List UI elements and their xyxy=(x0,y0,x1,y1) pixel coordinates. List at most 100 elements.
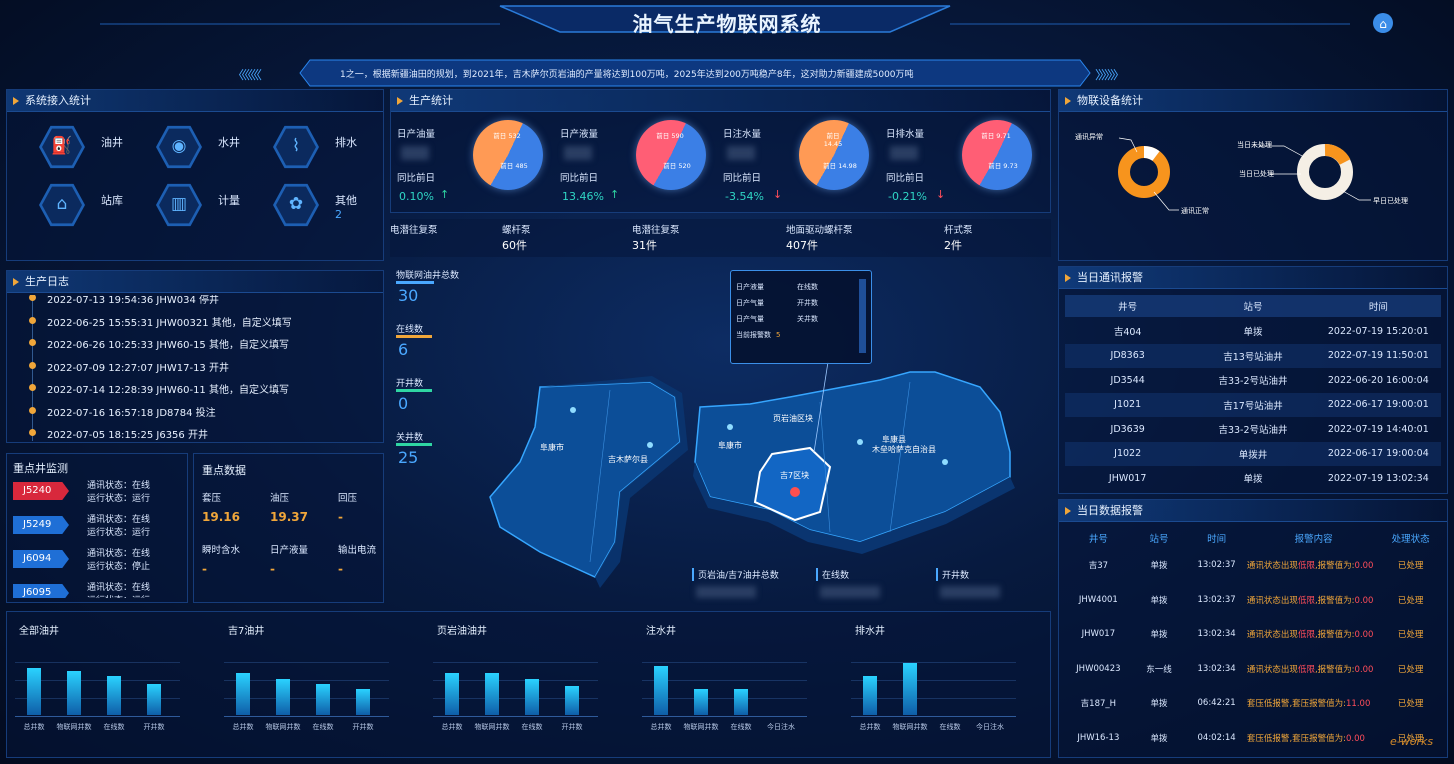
data-alarm-row[interactable]: JHW00423 东一线 13:02:34 通讯状态出现低限,报警值为:0.00 已处理 xyxy=(1065,654,1441,684)
bar xyxy=(903,663,917,715)
log-entry[interactable]: 2022-06-26 10:25:33 JHW60-15 其他，自定义填写 xyxy=(7,332,377,352)
bar-label: 开井数 xyxy=(561,723,583,731)
pie-bottom-label: 前日 520 xyxy=(663,162,691,170)
data-alarm-row[interactable]: 吉37 单拨 13:02:37 通讯状态出现低限,报警值为:0.00 已处理 xyxy=(1065,550,1441,580)
map-stat-label: 开井数 xyxy=(396,379,424,389)
access-water-well-tile[interactable]: ◉ xyxy=(156,125,202,169)
popup-metric-label: 当前报警数 xyxy=(736,331,771,339)
bar-label: 物联网井数 xyxy=(892,723,928,731)
chart-gridline xyxy=(224,698,389,699)
comm-alarm-row[interactable]: JD8363 吉13号站油井 2022-07-19 11:50:01 xyxy=(1065,343,1441,368)
production-change: -0.21% xyxy=(888,190,927,203)
chart-gridline xyxy=(851,662,1016,663)
access-label: 其他 xyxy=(335,194,357,207)
chart-gridline xyxy=(224,662,389,663)
map-popup[interactable]: 日产液量 日产气量 日产气量 当前报警数 5 在线数 开井数 关井数 xyxy=(730,270,872,364)
cell: 2022-06-17 19:00:01 xyxy=(1327,399,1429,410)
keydata-panel: 重点数据 套压 19.16 油压 19.37 回压 - 瞬时含水 - 日产液量 - 输出电流 - xyxy=(193,453,384,603)
log-entry[interactable]: 2022-06-25 15:55:31 JHW00321 其他，自定义填写 xyxy=(7,310,377,330)
data-alarm-row[interactable]: JHW16-13 单拨 04:02:14 套压低报警,套压报警值为:0.00 已处理 xyxy=(1065,723,1441,753)
production-label: 日注水量 xyxy=(723,129,762,140)
well-run-status: 运行状态：运行 xyxy=(87,593,150,598)
comm-alarm-row[interactable]: JD3544 吉33-2号站油井 2022-06-20 16:00:04 xyxy=(1065,368,1441,392)
data-alarm-row[interactable]: JHW017 单拨 13:02:34 通讯状态出现低限,报警值为:0.00 已处理 xyxy=(1065,619,1441,649)
chart-baseline xyxy=(642,716,807,717)
comm-alarm-row[interactable]: J1022 单拨井 2022-06-17 19:00:04 xyxy=(1065,441,1441,466)
bar-label: 开井数 xyxy=(143,723,165,731)
chart-title: 全部油井 xyxy=(19,626,59,637)
production-card: 日产油量 同比前日 0.10% ↑ 前日 532 前日 485 xyxy=(397,116,555,210)
data-alarm-table[interactable]: 井号 站号 时间 报警内容 处理状态 吉37 单拨 13:02:37 通讯状态出现低限,报警值为… xyxy=(1059,528,1447,756)
map-stat-bar xyxy=(396,443,432,446)
data-alarm-row[interactable]: 吉187_H 单拨 06:42:21 套压低报警,套压报警值为:11.00 已处理 xyxy=(1065,688,1441,718)
cell-station: 单拨 xyxy=(1150,630,1168,640)
keydata-value: 19.16 xyxy=(202,510,240,524)
iot-rings xyxy=(1118,137,1371,211)
alarm-valuetext: ,套压报警值为: xyxy=(1289,699,1347,709)
pump-value: 31件 xyxy=(632,239,657,252)
keydata-label: 瞬时含水 xyxy=(202,545,241,556)
cell-status: 已处理 xyxy=(1397,699,1424,709)
map-bottom-label: 在线数 xyxy=(816,568,849,581)
well-tag[interactable]: J5249 xyxy=(13,516,69,534)
chart-gridline xyxy=(15,680,180,681)
map-label-region-6: 木垒哈萨克自治县 xyxy=(872,445,936,454)
cell: 吉13号站油井 xyxy=(1223,351,1283,363)
keydata-label: 日产液量 xyxy=(270,545,309,556)
log-entry[interactable]: 2022-07-09 12:27:07 JHW17-13 开井 xyxy=(7,355,377,375)
chart-baseline xyxy=(15,716,180,717)
access-drain-tile[interactable]: ⌇ xyxy=(273,125,319,169)
comm-alarm-table[interactable]: 井号 站号 时间 吉404 单拨 2022-07-19 15:20:01 JD8363 吉13… xyxy=(1059,295,1447,491)
log-dot xyxy=(29,384,36,391)
data-alarm-row[interactable]: JHW4001 单拨 13:02:37 通讯状态出现低限,报警值为:0.00 已处理 xyxy=(1065,585,1441,615)
cell-well: JHW017 xyxy=(1081,629,1116,639)
well-comm-status: 通讯状态：在线 xyxy=(87,515,151,525)
comm-alarm-row[interactable]: JHW017 单拨 2022-07-19 13:02:34 xyxy=(1065,466,1441,490)
mini-bar-chart: 排水井 总井数 物联网井数 在线数 今日注水 xyxy=(851,612,1051,757)
comm-alarm-row[interactable]: J1021 吉17号站油井 2022-06-17 19:00:01 xyxy=(1065,392,1441,417)
access-other-tile[interactable]: ✿ xyxy=(273,183,319,227)
log-text: 2022-07-16 16:57:18 JD8784 投注 xyxy=(47,407,216,419)
access-value: 2 xyxy=(335,208,342,221)
well-tag[interactable]: J6094 xyxy=(13,550,69,568)
log-list[interactable]: 2022-07-13 19:54:36 JHW034 停井 2022-06-25 … xyxy=(7,295,383,442)
bar-label: 在线数 xyxy=(730,723,752,731)
station-icon: ⌂ xyxy=(56,194,68,214)
map-stat-value: 6 xyxy=(398,340,409,359)
log-entry[interactable]: 2022-07-14 12:28:39 JHW60-11 其他，自定义填写 xyxy=(7,377,377,397)
production-label: 日排水量 xyxy=(886,129,925,140)
access-meter-tile[interactable]: ▥ xyxy=(156,183,202,227)
chart-gridline xyxy=(642,680,807,681)
cell-time: 13:02:37 xyxy=(1197,594,1236,605)
chart-gridline xyxy=(851,698,1016,699)
log-entry[interactable]: 2022-07-13 19:54:36 JHW034 停井 xyxy=(7,295,377,307)
comm-alarm-row[interactable]: JD3639 吉33-2号站油井 2022-07-19 14:40:01 xyxy=(1065,417,1441,441)
bar-label: 物联网井数 xyxy=(56,723,92,731)
bar xyxy=(107,676,121,715)
well-tag[interactable]: J6095 xyxy=(13,584,69,598)
popup-count-label: 关井数 xyxy=(797,315,818,323)
bar-label: 开井数 xyxy=(352,723,374,731)
cell-well: JHW00423 xyxy=(1076,663,1121,674)
chart-title: 排水井 xyxy=(855,626,885,637)
access-station-tile[interactable]: ⌂ xyxy=(39,183,85,227)
access-oil-well-tile[interactable]: ⛽ xyxy=(39,125,85,169)
bar xyxy=(694,689,708,715)
log-dot xyxy=(29,429,36,436)
log-entry[interactable]: 2022-07-16 16:57:18 JD8784 投注 xyxy=(7,400,377,420)
log-dot xyxy=(29,316,36,324)
map-stat-value: 30 xyxy=(398,286,419,305)
home-button[interactable]: ⌂ xyxy=(1373,13,1393,33)
well-comm-status: 通讯状态：在线 xyxy=(87,583,151,593)
log-text: 2022-06-25 15:55:31 JHW00321 其他，自定义填写 xyxy=(47,317,292,329)
log-entry[interactable]: 2022-07-05 18:15:25 J6356 开井 xyxy=(7,422,377,442)
comm-alarm-row[interactable]: 吉404 单拨 2022-07-19 15:20:01 xyxy=(1065,319,1441,343)
bar-label: 物联网井数 xyxy=(683,723,719,731)
bar xyxy=(445,673,459,715)
well-tag[interactable]: J5240 xyxy=(13,482,69,500)
app-title: 油气生产物联网系统 xyxy=(632,12,822,36)
pump-label: 地面驱动螺杆泵 xyxy=(786,225,853,236)
header-cell: 报警内容 xyxy=(1294,534,1333,545)
production-blur xyxy=(727,146,755,160)
bar xyxy=(236,673,250,715)
